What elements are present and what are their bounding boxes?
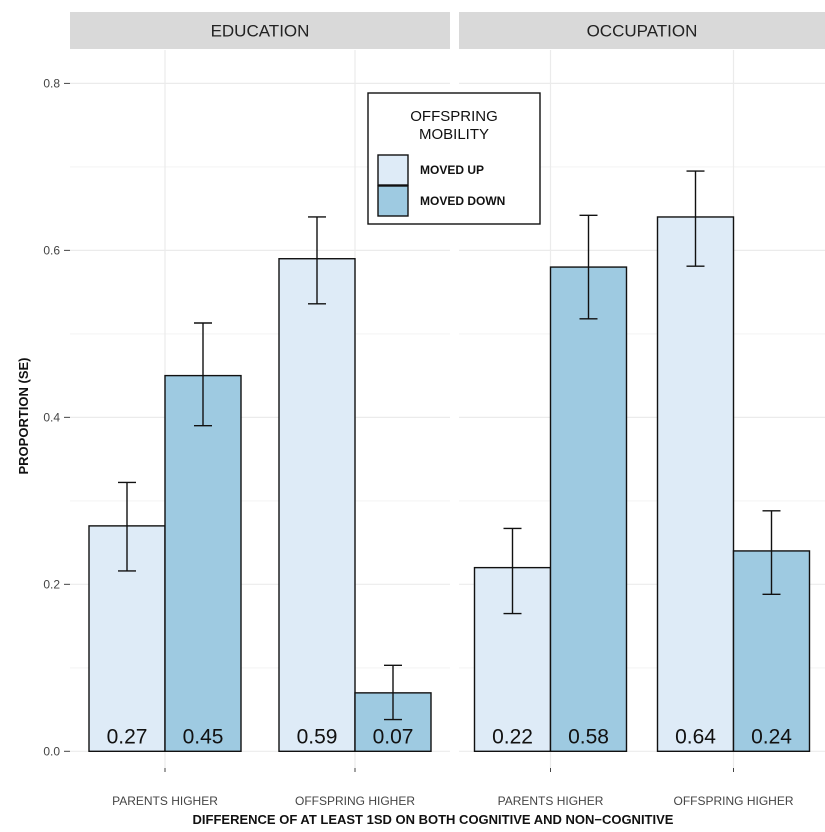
x-tick-label: OFFSPRING HIGHER bbox=[673, 794, 793, 808]
panel-strip-title: EDUCATION bbox=[211, 22, 310, 41]
panel-strip bbox=[70, 12, 450, 49]
panel-strip bbox=[459, 12, 825, 49]
bar bbox=[278, 258, 356, 753]
y-tick-label: 0.4 bbox=[43, 410, 60, 424]
data-label: 0.22 bbox=[492, 725, 533, 748]
legend-title: OFFSPRING bbox=[410, 108, 498, 125]
x-tick-label: OFFSPRING HIGHER bbox=[295, 794, 415, 808]
y-axis-title: PROPORTION (SE) bbox=[16, 357, 31, 474]
bar bbox=[88, 525, 166, 753]
data-label: 0.45 bbox=[183, 725, 224, 748]
legend-label: MOVED UP bbox=[420, 163, 484, 177]
panel-strip-title: OCCUPATION bbox=[587, 22, 698, 41]
data-label: 0.64 bbox=[675, 725, 716, 748]
y-tick-label: 0.2 bbox=[43, 577, 60, 591]
bar bbox=[164, 374, 242, 753]
y-tick-label: 0.0 bbox=[43, 744, 60, 758]
data-label: 0.58 bbox=[568, 725, 609, 748]
bar bbox=[656, 216, 735, 753]
y-tick-label: 0.8 bbox=[43, 76, 60, 90]
x-tick-label: PARENTS HIGHER bbox=[112, 794, 218, 808]
data-label: 0.24 bbox=[751, 725, 792, 748]
legend-key bbox=[377, 185, 409, 217]
y-tick-label: 0.6 bbox=[43, 243, 60, 257]
data-label: 0.27 bbox=[107, 725, 148, 748]
data-label: 0.07 bbox=[373, 725, 414, 748]
y-axis: 0.0 0.2 0.4 0.6 0.8 bbox=[43, 76, 70, 758]
legend-title: MOBILITY bbox=[419, 126, 489, 143]
legend-label: MOVED DOWN bbox=[420, 194, 505, 208]
bar bbox=[549, 266, 628, 753]
x-tick-label: PARENTS HIGHER bbox=[498, 794, 604, 808]
data-label: 0.59 bbox=[297, 725, 338, 748]
legend-key bbox=[377, 154, 409, 186]
x-axis-title: DIFFERENCE OF AT LEAST 1SD ON BOTH COGNI… bbox=[193, 812, 674, 827]
